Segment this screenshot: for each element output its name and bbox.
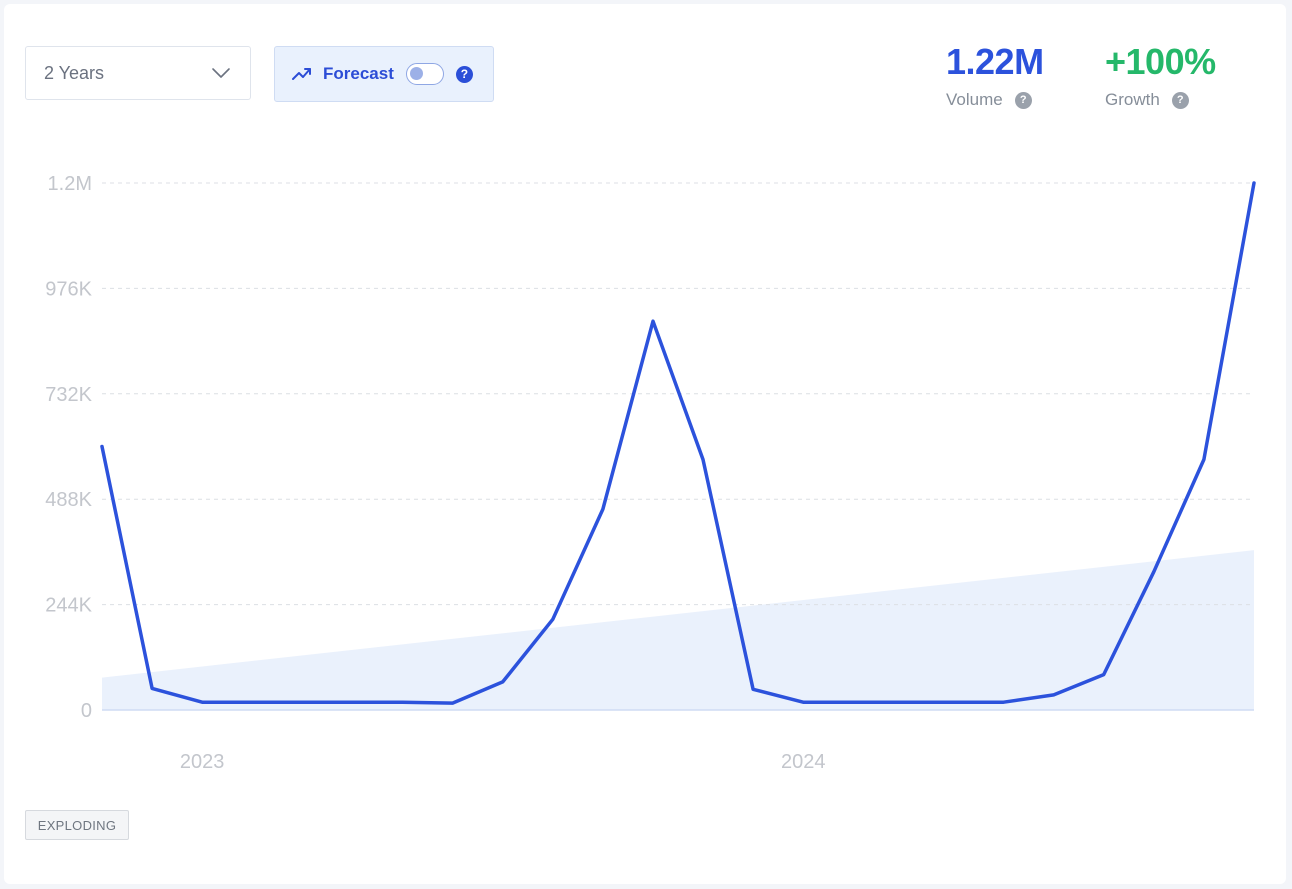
trend-area bbox=[102, 550, 1254, 710]
growth-stat: +100% Growth ? bbox=[1105, 40, 1216, 110]
y-tick-label: 488K bbox=[45, 489, 92, 511]
x-tick-label: 2023 bbox=[180, 751, 225, 773]
x-tick-label: 2024 bbox=[781, 751, 826, 773]
volume-help-icon[interactable]: ? bbox=[1014, 91, 1032, 109]
forecast-help-icon[interactable]: ? bbox=[455, 65, 473, 83]
search-volume-chart: 0 244K 488K 732K 976K 1.2M 2023 2024 bbox=[45, 173, 1256, 773]
switch-knob bbox=[409, 67, 423, 80]
y-tick-label: 1.2M bbox=[48, 173, 92, 195]
y-tick-label: 976K bbox=[45, 278, 92, 300]
chevron-down-icon bbox=[212, 68, 230, 78]
volume-stat: 1.22M Volume ? bbox=[946, 40, 1044, 110]
forecast-switch[interactable] bbox=[405, 63, 444, 85]
y-tick-label: 0 bbox=[81, 700, 92, 722]
timeframe-select[interactable]: 2 Years bbox=[25, 46, 251, 100]
growth-value: +100% bbox=[1105, 41, 1216, 82]
forecast-toggle-button[interactable]: Forecast ? bbox=[274, 46, 494, 102]
growth-help-icon[interactable]: ? bbox=[1171, 91, 1189, 109]
volume-value: 1.22M bbox=[946, 41, 1044, 82]
y-tick-label: 732K bbox=[45, 384, 92, 406]
timeframe-value: 2 Years bbox=[44, 62, 105, 83]
volume-line bbox=[100, 181, 1256, 705]
y-tick-label: 244K bbox=[45, 595, 92, 617]
trend-card bbox=[4, 4, 1286, 884]
volume-label: Volume bbox=[946, 90, 1003, 109]
growth-label: Growth bbox=[1105, 90, 1160, 109]
forecast-label: Forecast bbox=[323, 64, 394, 83]
status-badge: EXPLODING bbox=[25, 810, 129, 840]
trending-up-icon bbox=[292, 68, 311, 80]
